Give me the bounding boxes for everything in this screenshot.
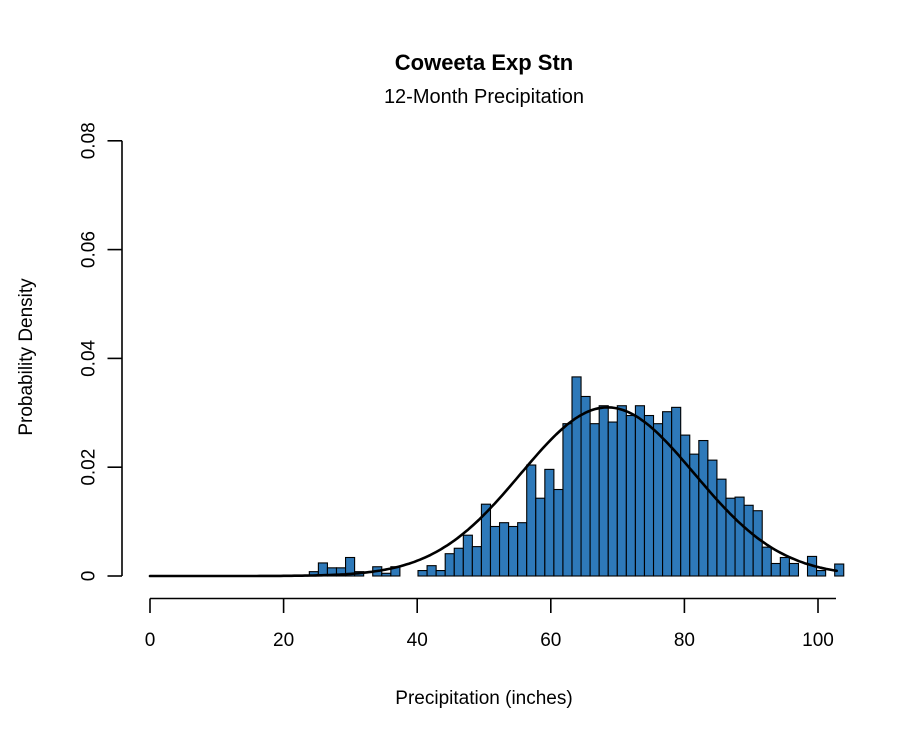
- histogram-bar: [526, 464, 537, 577]
- histogram-bar: [381, 572, 392, 577]
- x-tick-label: 60: [540, 630, 561, 651]
- y-tick-label: 0.04: [79, 339, 100, 376]
- histogram-bar: [761, 546, 772, 577]
- y-tick-label: 0.08: [79, 122, 100, 159]
- histogram-bar: [652, 423, 664, 577]
- y-tick-label: 0.06: [79, 231, 100, 268]
- histogram-bar: [544, 468, 555, 577]
- histogram-bar: [535, 497, 546, 577]
- chart-subtitle: 12-Month Precipitation: [383, 86, 585, 108]
- histogram-bar: [508, 525, 519, 577]
- histogram-bar: [788, 562, 800, 577]
- histogram-bar: [616, 405, 627, 577]
- histogram-bar: [643, 414, 655, 577]
- histogram-bar: [634, 405, 646, 577]
- histogram-bar: [344, 556, 356, 577]
- x-tick-label: 80: [674, 630, 695, 651]
- histogram-bar: [489, 525, 501, 577]
- histogram-bar: [625, 414, 636, 577]
- x-tick-label: 40: [407, 630, 428, 651]
- x-tick-label: 100: [802, 630, 834, 651]
- histogram-bar: [752, 510, 763, 577]
- chart-title: Coweeta Exp Stn: [394, 50, 574, 75]
- y-tick-label: 0: [79, 571, 100, 582]
- histogram-bar: [435, 570, 446, 577]
- histogram-bar: [698, 439, 709, 577]
- histogram-bar: [680, 434, 691, 577]
- histogram-bar: [779, 556, 790, 577]
- y-axis-label: Probability Density: [16, 278, 37, 436]
- histogram-bar: [816, 570, 827, 577]
- histogram-bar: [453, 547, 464, 577]
- histogram-bar: [734, 496, 745, 577]
- histogram-bar: [562, 423, 573, 577]
- histogram-bar: [589, 423, 600, 577]
- histogram-bar: [462, 534, 473, 577]
- histogram-bar: [743, 504, 754, 577]
- histogram-bar: [770, 562, 781, 577]
- histogram-bar: [517, 522, 528, 577]
- histogram-bar: [671, 406, 682, 577]
- x-axis-label: Precipitation (inches): [395, 688, 573, 709]
- x-tick-label: 20: [273, 630, 294, 651]
- histogram-bar: [598, 405, 609, 577]
- histogram-bar: [707, 459, 718, 577]
- y-tick-label: 0.02: [79, 449, 100, 486]
- histogram-bar: [417, 570, 428, 577]
- histogram-bar: [716, 478, 727, 577]
- histogram-bar: [607, 421, 618, 577]
- histogram-bar: [553, 488, 564, 577]
- x-tick-label: 0: [145, 630, 156, 651]
- histogram-bar: [571, 376, 582, 577]
- density-curve: [148, 406, 839, 578]
- histogram-bar: [471, 546, 482, 577]
- histogram-bar: [426, 565, 437, 577]
- histogram-bar: [498, 522, 510, 577]
- histogram-bar: [580, 395, 591, 577]
- histogram-bar: [444, 553, 455, 577]
- histogram-bar: [662, 411, 673, 577]
